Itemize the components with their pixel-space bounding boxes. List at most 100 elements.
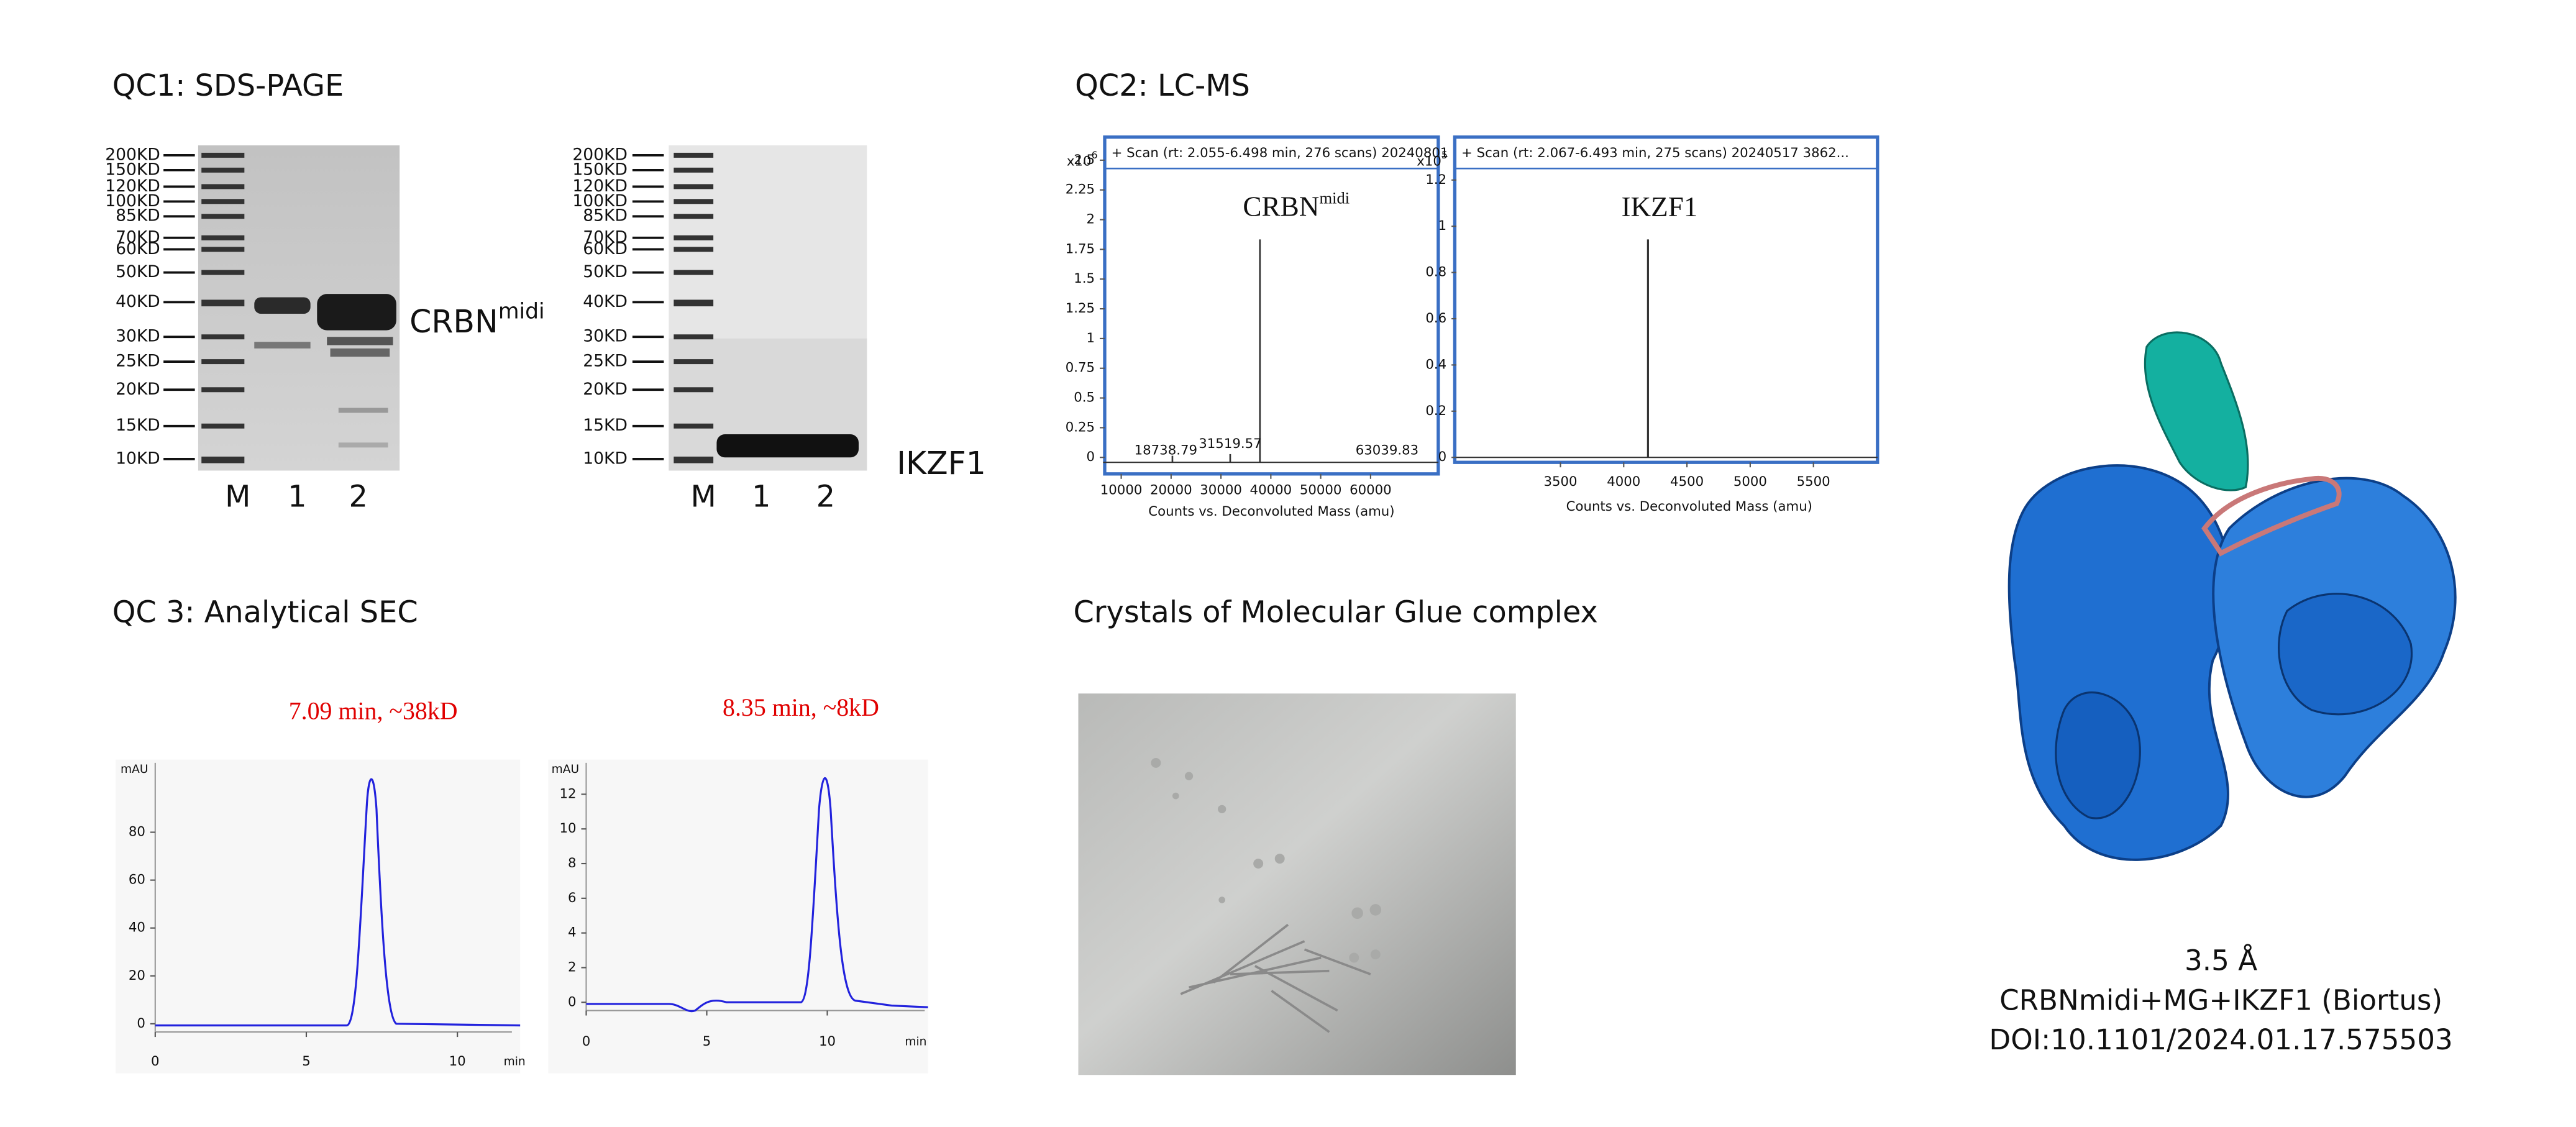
ladder-band xyxy=(674,152,714,158)
ms-multiplier: x105 xyxy=(1417,148,1448,169)
y-tick-label: 1.5 xyxy=(1074,271,1095,286)
marker-label: 20KD xyxy=(116,380,160,399)
crystal-droplets xyxy=(1151,757,1382,963)
ladder-band xyxy=(674,456,714,463)
y-tick-label: 1.25 xyxy=(1066,301,1095,316)
gel-band xyxy=(338,408,388,413)
y-tick-label: 2.5 xyxy=(1074,152,1095,168)
peak-label: 7.09 min, ~38kD xyxy=(289,696,458,724)
marker-label: 40KD xyxy=(583,292,628,311)
ms-frame xyxy=(1453,135,1879,464)
chromatogram-bg xyxy=(548,759,928,1074)
y-tick-label: 0.4 xyxy=(1425,357,1446,372)
crystal-photo xyxy=(1078,693,1516,1075)
ladder-band xyxy=(201,270,245,275)
x-tick-label: 40000 xyxy=(1250,482,1292,498)
y-tick-label: 0 xyxy=(137,1016,145,1031)
y-tick-label: 0 xyxy=(1438,449,1447,465)
marker-label: 50KD xyxy=(583,262,628,281)
y-tick-label: 2 xyxy=(568,959,577,975)
panel-title: QC 3: Analytical SEC xyxy=(112,596,418,630)
marker-label: 25KD xyxy=(116,352,160,371)
x-tick-label: 60000 xyxy=(1350,482,1392,498)
marker-label: 15KD xyxy=(583,416,628,435)
ms-multiplier: x106 xyxy=(1067,148,1098,169)
marker-label: 85KD xyxy=(583,206,628,226)
x-tick-label: 10 xyxy=(819,1034,836,1049)
ladder-band xyxy=(674,199,714,204)
panel-title: QC2: LC-MS xyxy=(1075,69,1250,103)
panel-title: QC1: SDS-PAGE xyxy=(112,69,344,103)
x-tick-label: 4000 xyxy=(1607,474,1640,490)
marker-label: 30KD xyxy=(583,327,628,346)
gel-band xyxy=(254,342,311,349)
ladder-band xyxy=(674,167,714,173)
y-tick-label: 1 xyxy=(1438,218,1447,234)
y-tick-label: 0.75 xyxy=(1066,360,1095,376)
y-unit: mAU xyxy=(552,763,579,776)
y-tick-label: 0.25 xyxy=(1066,419,1095,435)
y-tick-label: 4 xyxy=(568,925,577,941)
x-tick-label: 0 xyxy=(151,1054,160,1069)
x-unit: min xyxy=(905,1036,926,1049)
lane-label: 2 xyxy=(349,480,368,514)
ladder-band xyxy=(201,387,245,393)
x-axis-label: Counts vs. Deconvoluted Mass (amu) xyxy=(1148,504,1394,519)
ladder-band xyxy=(674,235,714,240)
ms-frame xyxy=(1103,135,1440,476)
ladder-band xyxy=(201,423,245,429)
protein-label: IKZF1 xyxy=(897,445,986,481)
y-tick-label: 0 xyxy=(568,994,577,1010)
ms-header: + Scan (rt: 2.067-6.493 min, 275 scans) … xyxy=(1461,145,1849,161)
gel-band xyxy=(338,442,388,448)
marker-label: 10KD xyxy=(583,449,628,468)
x-tick-label: 5 xyxy=(302,1054,311,1069)
x-unit: min xyxy=(504,1055,526,1068)
lane-label: 2 xyxy=(816,480,835,514)
marker-label: 200KD xyxy=(572,145,628,164)
y-tick-label: 0.6 xyxy=(1425,311,1446,326)
structure-name: CRBNmidi+MG+IKZF1 (Biortus) xyxy=(1999,983,2442,1016)
gel-band xyxy=(254,297,311,314)
peak-label: IKZF1 xyxy=(1621,191,1697,222)
marker-label: 60KD xyxy=(583,239,628,258)
mass-label: 63039.83 xyxy=(1356,443,1418,459)
gel-band xyxy=(327,337,393,345)
crystal-cluster xyxy=(1180,923,1371,1033)
ladder-band xyxy=(201,247,245,252)
gel-band xyxy=(716,434,859,458)
x-tick-label: 4500 xyxy=(1670,474,1704,490)
chromatogram-bg xyxy=(116,759,521,1074)
y-tick-label: 80 xyxy=(129,824,145,840)
marker-label: 100KD xyxy=(105,191,160,211)
marker-label: 120KD xyxy=(105,176,160,196)
mass-label: 31519.57 xyxy=(1199,436,1261,452)
x-tick-label: 10 xyxy=(449,1054,466,1069)
marker-label: 20KD xyxy=(583,380,628,399)
y-tick-label: 0.5 xyxy=(1074,390,1095,406)
ladder-band xyxy=(674,387,714,393)
y-tick-label: 2 xyxy=(1087,212,1095,227)
x-tick-label: 30000 xyxy=(1200,482,1242,498)
marker-label: 150KD xyxy=(105,160,160,179)
ladder-band xyxy=(674,299,714,307)
ladder-band xyxy=(674,214,714,219)
y-tick-label: 8 xyxy=(568,856,577,871)
y-tick-label: 0.2 xyxy=(1425,403,1446,419)
y-tick-label: 0 xyxy=(1087,449,1095,465)
structure-resolution: 3.5 Å xyxy=(2185,944,2257,977)
y-tick-label: 12 xyxy=(559,786,576,801)
panel-title: Crystals of Molecular Glue complex xyxy=(1074,596,1598,630)
ladder-band xyxy=(201,235,245,240)
lane-label: 1 xyxy=(288,480,306,514)
marker-label: 85KD xyxy=(116,206,160,226)
chromatogram-trace xyxy=(586,777,928,1013)
ladder-band xyxy=(201,184,245,189)
marker-label: 40KD xyxy=(116,292,160,311)
y-tick-label: 60 xyxy=(129,872,145,888)
ladder-band xyxy=(201,199,245,204)
ladder-band xyxy=(201,334,245,340)
y-tick-label: 1.2 xyxy=(1425,172,1446,188)
y-tick-label: 1 xyxy=(1087,331,1095,346)
